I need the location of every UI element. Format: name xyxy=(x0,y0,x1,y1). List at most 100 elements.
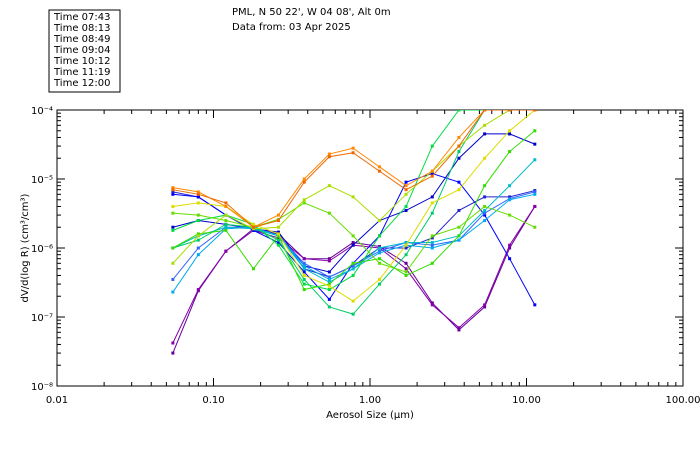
data-point xyxy=(351,261,355,265)
data-point xyxy=(508,195,512,199)
data-point xyxy=(533,129,537,133)
data-point xyxy=(457,150,461,154)
data-point xyxy=(351,243,355,247)
data-point xyxy=(351,151,355,155)
data-point xyxy=(327,305,331,309)
legend-box xyxy=(48,9,121,93)
axis-ticks: 0.01 0.10 1.00 10.00 100.00 10⁻⁸ 10⁻⁷ 10⁻⁶ 10⁻⁵ 1… xyxy=(31,106,700,406)
legend-label-4: Time 09:04 xyxy=(53,45,110,56)
data-point xyxy=(276,232,280,236)
data-point xyxy=(457,144,461,148)
data-point xyxy=(430,195,434,199)
data-point xyxy=(327,211,331,215)
data-point xyxy=(430,174,434,178)
data-point xyxy=(171,351,175,355)
data-point xyxy=(430,261,434,265)
data-point xyxy=(351,273,355,277)
data-point xyxy=(508,184,512,188)
data-point xyxy=(457,234,461,238)
data-point xyxy=(533,204,537,208)
y-tick-label: 10⁻⁵ xyxy=(31,175,53,186)
data-point xyxy=(483,184,487,188)
data-point xyxy=(377,246,381,250)
data-point xyxy=(302,198,306,202)
data-point xyxy=(327,297,331,301)
data-point xyxy=(327,257,331,261)
y-tick-label: 10⁻⁷ xyxy=(31,313,53,324)
data-point xyxy=(276,241,280,245)
data-point xyxy=(351,299,355,303)
data-point xyxy=(276,225,280,229)
data-point xyxy=(171,225,175,229)
data-point xyxy=(457,180,461,184)
data-point xyxy=(224,227,228,231)
data-point xyxy=(430,201,434,205)
data-point xyxy=(404,273,408,277)
data-point xyxy=(196,201,200,205)
data-point xyxy=(171,277,175,281)
data-point xyxy=(508,198,512,202)
data-point xyxy=(457,156,461,160)
data-point xyxy=(302,180,306,184)
series-layer xyxy=(171,110,537,355)
data-point xyxy=(483,204,487,208)
data-point xyxy=(302,264,306,268)
data-point xyxy=(351,146,355,150)
data-point xyxy=(377,219,381,223)
data-point xyxy=(508,243,512,247)
data-point xyxy=(276,243,280,247)
data-point xyxy=(457,188,461,192)
data-point xyxy=(276,236,280,240)
legend-label-7: Time 12:00 xyxy=(53,78,110,89)
series-line-9 xyxy=(172,110,535,315)
data-point xyxy=(302,177,306,181)
data-point xyxy=(196,234,200,238)
data-point xyxy=(483,208,487,212)
data-point xyxy=(508,129,512,133)
legend-label-1: Time 07:43 xyxy=(53,12,110,23)
data-point xyxy=(377,261,381,265)
data-point xyxy=(351,267,355,271)
data-point xyxy=(457,326,461,330)
data-point xyxy=(171,192,175,196)
data-point xyxy=(533,192,537,196)
data-point xyxy=(457,110,461,112)
data-point xyxy=(171,261,175,265)
data-point xyxy=(196,253,200,257)
y-tick-label: 10⁻⁸ xyxy=(31,382,53,393)
data-point xyxy=(404,188,408,192)
data-point xyxy=(302,282,306,286)
data-point xyxy=(351,234,355,238)
data-point xyxy=(196,232,200,236)
data-point xyxy=(377,257,381,261)
series-line-12 xyxy=(172,202,536,273)
data-point xyxy=(327,277,331,281)
y-tick-label: 10⁻⁴ xyxy=(31,106,53,117)
data-point xyxy=(196,288,200,292)
data-point xyxy=(276,230,280,234)
data-point xyxy=(533,190,537,194)
data-point xyxy=(404,267,408,271)
data-point xyxy=(404,270,408,274)
data-point xyxy=(404,192,408,196)
data-point xyxy=(483,213,487,217)
legend-label-3: Time 08:49 xyxy=(53,34,110,45)
data-point xyxy=(302,261,306,265)
chart-subtitle: Data from: 03 Apr 2025 xyxy=(232,22,351,33)
data-point xyxy=(457,238,461,242)
data-point xyxy=(483,219,487,223)
data-point xyxy=(377,169,381,173)
data-point xyxy=(224,222,228,226)
data-point xyxy=(224,213,228,217)
data-point xyxy=(196,238,200,242)
data-point xyxy=(457,328,461,332)
data-point xyxy=(377,234,381,238)
legend: Time 07:43 Time 08:13 Time 08:49 Time 09… xyxy=(48,9,121,93)
data-point xyxy=(302,273,306,277)
data-point xyxy=(457,135,461,139)
data-point xyxy=(171,186,175,190)
data-point xyxy=(171,341,175,345)
data-point xyxy=(533,303,537,307)
data-point xyxy=(430,172,434,176)
